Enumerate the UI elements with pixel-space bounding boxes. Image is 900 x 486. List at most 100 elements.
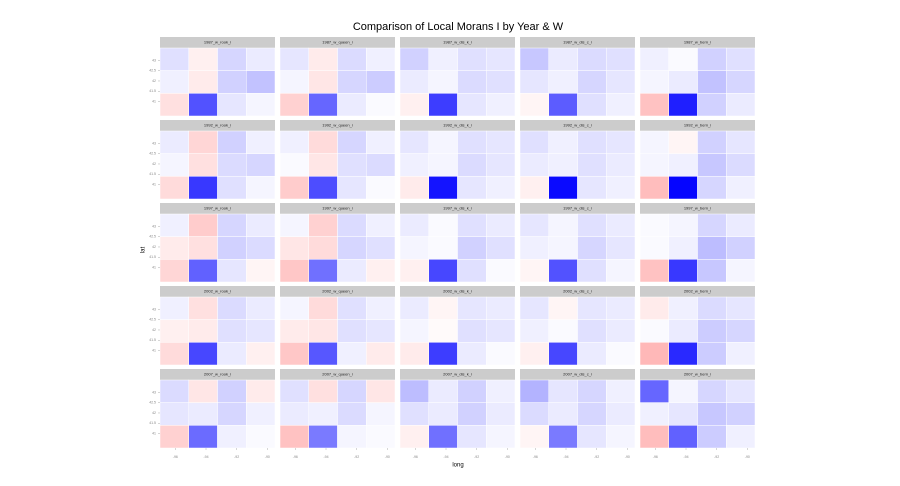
- y-tick-label: 41: [152, 348, 156, 352]
- county-cell: [486, 259, 516, 283]
- county-cell: [668, 379, 698, 403]
- county-cell: [726, 236, 756, 260]
- county-cell: [159, 425, 189, 449]
- county-cell: [246, 153, 276, 177]
- strip: [520, 203, 635, 214]
- county-cell: [457, 176, 487, 200]
- county-cell: [399, 379, 429, 403]
- county-cell: [279, 342, 309, 366]
- county-cell: [519, 70, 549, 94]
- county-cell: [246, 236, 276, 260]
- x-tick-label: -94: [443, 455, 448, 459]
- county-cell: [308, 93, 338, 117]
- county-cell: [519, 425, 549, 449]
- strip: [160, 203, 275, 214]
- county-cell: [519, 319, 549, 343]
- county-cell: [726, 402, 756, 426]
- x-tick-label: -96: [653, 455, 658, 459]
- county-cell: [308, 425, 338, 449]
- county-cell: [548, 176, 578, 200]
- county-cell: [428, 342, 458, 366]
- county-cell: [577, 153, 607, 177]
- x-axis-label: long: [452, 463, 463, 469]
- y-tick-label: 42: [152, 79, 156, 83]
- strip-label: 2002_w_dis_c_i: [563, 289, 592, 294]
- county-cell: [246, 47, 276, 71]
- county-cell: [399, 402, 429, 426]
- county-cell: [188, 259, 218, 283]
- strip: [280, 369, 395, 380]
- county-cell: [246, 213, 276, 237]
- county-cell: [246, 319, 276, 343]
- county-cell: [246, 425, 276, 449]
- y-tick-label: 42.5: [149, 401, 156, 405]
- county-cell: [366, 319, 396, 343]
- y-tick-label: 42.5: [149, 318, 156, 322]
- county-cell: [639, 259, 669, 283]
- strip-label: 2002_w_rook_i: [204, 289, 231, 294]
- county-cell: [366, 47, 396, 71]
- county-cell: [457, 379, 487, 403]
- county-cell: [246, 296, 276, 320]
- county-cell: [697, 213, 727, 237]
- county-cell: [577, 47, 607, 71]
- county-cell: [668, 236, 698, 260]
- county-cell: [697, 176, 727, 200]
- county-cell: [428, 402, 458, 426]
- county-cell: [188, 213, 218, 237]
- county-cell: [639, 176, 669, 200]
- county-cell: [279, 176, 309, 200]
- county-cell: [366, 402, 396, 426]
- county-cell: [697, 153, 727, 177]
- county-cell: [697, 70, 727, 94]
- x-tick-label: -92: [714, 455, 719, 459]
- county-cell: [606, 176, 636, 200]
- county-cell: [366, 93, 396, 117]
- county-cell: [217, 130, 247, 154]
- county-cell: [577, 296, 607, 320]
- county-cell: [337, 236, 367, 260]
- x-tick-label: -94: [563, 455, 568, 459]
- y-tick-label: 42: [152, 162, 156, 166]
- county-cell: [486, 153, 516, 177]
- y-tick-label: 41.5: [149, 421, 156, 425]
- county-cell: [639, 130, 669, 154]
- y-tick-label: 42.5: [149, 69, 156, 73]
- county-cell: [639, 319, 669, 343]
- county-cell: [188, 153, 218, 177]
- county-cell: [366, 425, 396, 449]
- county-cell: [668, 296, 698, 320]
- y-tick-label: 41.5: [149, 255, 156, 259]
- county-cell: [519, 130, 549, 154]
- strip: [400, 120, 515, 131]
- county-cell: [159, 130, 189, 154]
- strip-label: 1997_w_dis_k_i: [443, 206, 472, 211]
- county-cell: [217, 236, 247, 260]
- county-cell: [188, 319, 218, 343]
- county-cell: [668, 130, 698, 154]
- county-cell: [188, 425, 218, 449]
- county-cell: [428, 176, 458, 200]
- county-cell: [217, 319, 247, 343]
- county-cell: [606, 236, 636, 260]
- county-cell: [188, 47, 218, 71]
- x-tick-label: -96: [173, 455, 178, 459]
- county-cell: [159, 342, 189, 366]
- strip: [520, 286, 635, 297]
- county-cell: [606, 47, 636, 71]
- strip-label: 2007_w_dis_k_i: [443, 372, 472, 377]
- county-cell: [159, 402, 189, 426]
- county-cell: [399, 93, 429, 117]
- y-tick-label: 41.5: [149, 338, 156, 342]
- y-axis-label: lat: [141, 247, 147, 254]
- county-cell: [577, 130, 607, 154]
- strip: [400, 37, 515, 48]
- strip-label: 1987_w_rook_i: [204, 40, 231, 45]
- strip-label: 1997_w_rook_i: [204, 206, 231, 211]
- county-cell: [726, 379, 756, 403]
- county-cell: [548, 47, 578, 71]
- strip: [400, 286, 515, 297]
- county-cell: [548, 213, 578, 237]
- county-cell: [188, 402, 218, 426]
